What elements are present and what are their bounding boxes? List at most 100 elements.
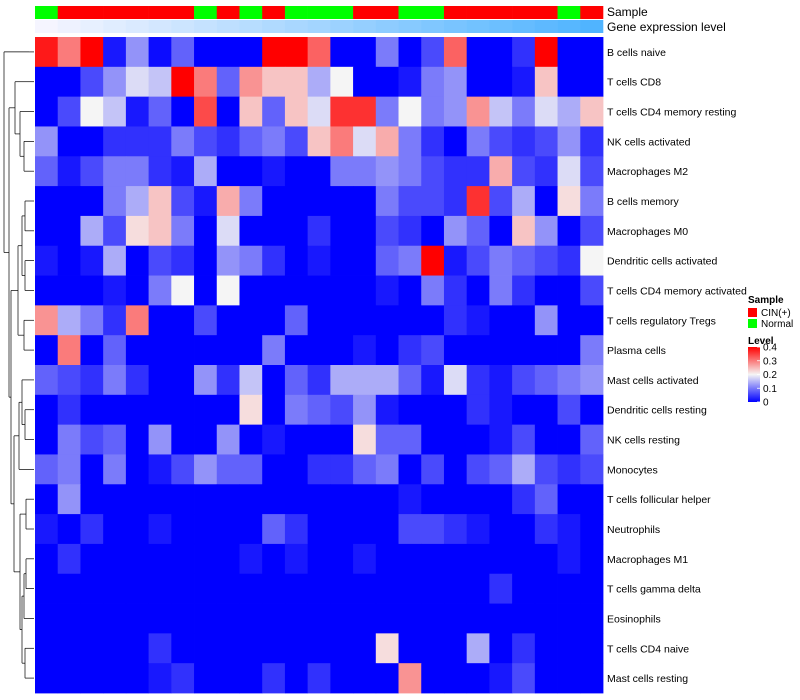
heatmap-cell (194, 424, 218, 455)
heatmap-cell (239, 543, 263, 575)
heatmap-cell (398, 543, 422, 575)
heatmap-cell (57, 126, 81, 157)
heatmap-cell (125, 335, 149, 366)
heatmap-cell (353, 186, 377, 217)
row-label: Macrophages M1 (607, 554, 688, 566)
heatmap-cell (489, 573, 513, 604)
heatmap-cell (194, 275, 218, 306)
heatmap-cell (262, 156, 286, 187)
heatmap-cell (80, 126, 104, 157)
heatmap-cell (103, 394, 127, 426)
row-label: Macrophages M2 (607, 166, 688, 178)
heatmap-cell (284, 126, 309, 157)
heatmap-cell (489, 663, 513, 694)
heatmap-cell (171, 603, 195, 634)
heatmap-cell (262, 126, 286, 157)
heatmap-cell (171, 514, 195, 545)
heatmap-cell (375, 394, 399, 426)
heatmap-cell (489, 96, 513, 127)
heatmap-cell (57, 543, 81, 575)
heatmap-cell (103, 305, 127, 336)
heatmap-cell (466, 66, 490, 98)
heatmap-cell (125, 275, 149, 306)
heatmap-cell (284, 543, 309, 575)
heatmap-cell (466, 514, 490, 545)
heatmap-cell (216, 305, 240, 336)
heatmap-cell (284, 305, 309, 336)
heatmap-cell (307, 365, 331, 396)
row-label: B cells naive (607, 47, 666, 59)
heatmap-cell (35, 275, 59, 306)
heatmap-cell (557, 603, 581, 634)
heatmap-cell (216, 663, 240, 694)
heatmap-cell (216, 394, 240, 426)
heatmap-cell (534, 66, 558, 98)
heatmap-cell (466, 156, 490, 187)
heatmap-cell (171, 305, 195, 336)
heatmap-cell (398, 96, 422, 127)
heatmap-cell (307, 454, 331, 485)
heatmap-cell (103, 484, 127, 515)
heatmap-cell (57, 275, 81, 306)
heatmap-cell (489, 215, 513, 247)
heatmap-cell (57, 365, 81, 396)
heatmap-cell (194, 543, 218, 575)
heatmap-cell (125, 37, 149, 68)
heatmap-cell (489, 37, 513, 68)
heatmap-cell (80, 663, 104, 694)
expression-level-annotation-cell (148, 20, 172, 33)
heatmap-cell (534, 335, 558, 366)
expression-level-annotation-cell (103, 20, 127, 33)
heatmap-cell (443, 215, 468, 247)
heatmap-cell (466, 335, 490, 366)
heatmap-cell (125, 514, 149, 545)
heatmap-cell (398, 603, 422, 634)
heatmap-cell (330, 37, 354, 68)
heatmap-cell (512, 514, 536, 545)
heatmap-cell (398, 156, 422, 187)
heatmap-cell (171, 37, 195, 68)
heatmap-cell (489, 365, 513, 396)
heatmap-cell (171, 365, 195, 396)
heatmap-cell (194, 156, 218, 187)
heatmap-cell (489, 454, 513, 485)
row-label: Plasma cells (607, 345, 666, 357)
heatmap-cell (375, 663, 399, 694)
heatmap-cell (580, 365, 604, 396)
heatmap-cell (421, 424, 445, 455)
expression-level-annotation-cell (466, 20, 490, 33)
heatmap-cell (194, 663, 218, 694)
expression-level-annotation-cell (216, 20, 240, 33)
heatmap-cell (443, 275, 468, 306)
heatmap-cell (398, 663, 422, 694)
heatmap-cell (353, 543, 377, 575)
row-label: Mast cells resting (607, 673, 688, 685)
heatmap-cell (534, 275, 558, 306)
heatmap-cell (35, 96, 59, 127)
heatmap-cell (148, 215, 172, 247)
heatmap-cell (57, 663, 81, 694)
row-label: T cells CD4 naive (607, 643, 689, 655)
heatmap-cell (148, 424, 172, 455)
heatmap-cell (353, 126, 377, 157)
heatmap-cell (557, 424, 581, 455)
heatmap-cell (580, 633, 604, 664)
heatmap-cell (443, 96, 468, 127)
sample-annotation-cell (194, 6, 218, 19)
heatmap-cell (307, 335, 331, 366)
heatmap-cell (239, 603, 263, 634)
heatmap-cell (353, 275, 377, 306)
sample-annotation-cell (148, 6, 172, 19)
sample-legend-label: CIN(+) (761, 308, 791, 319)
sample-annotation-cell (512, 6, 536, 19)
row-label: NK cells activated (607, 136, 691, 148)
heatmap-cell (57, 156, 81, 187)
heatmap-cell (80, 275, 104, 306)
heatmap-cell (421, 633, 445, 664)
heatmap-cell (443, 633, 468, 664)
heatmap-cell (216, 96, 240, 127)
row-label: T cells CD4 memory activated (607, 285, 747, 297)
heatmap-cell (353, 663, 377, 694)
expression-level-annotation-cell (534, 20, 558, 33)
